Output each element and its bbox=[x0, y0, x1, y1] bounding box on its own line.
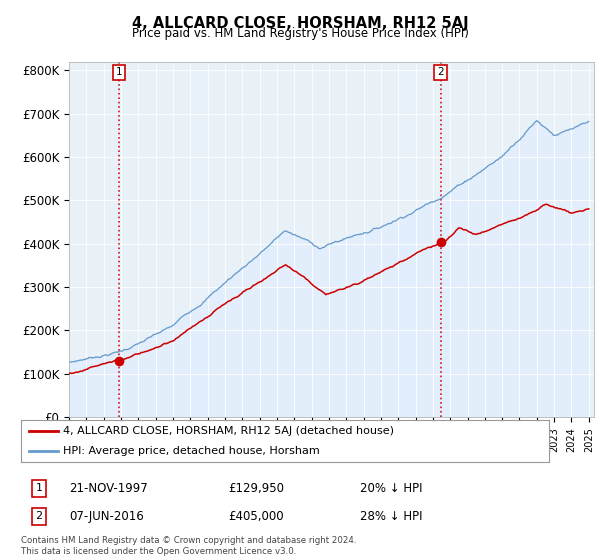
Text: £129,950: £129,950 bbox=[228, 482, 284, 495]
Text: 07-JUN-2016: 07-JUN-2016 bbox=[69, 510, 144, 523]
Text: £405,000: £405,000 bbox=[228, 510, 284, 523]
Text: HPI: Average price, detached house, Horsham: HPI: Average price, detached house, Hors… bbox=[63, 446, 320, 456]
Text: Price paid vs. HM Land Registry's House Price Index (HPI): Price paid vs. HM Land Registry's House … bbox=[131, 27, 469, 40]
Text: 1: 1 bbox=[35, 483, 43, 493]
Text: 2: 2 bbox=[437, 67, 444, 77]
Text: 4, ALLCARD CLOSE, HORSHAM, RH12 5AJ: 4, ALLCARD CLOSE, HORSHAM, RH12 5AJ bbox=[131, 16, 469, 31]
Text: 21-NOV-1997: 21-NOV-1997 bbox=[69, 482, 148, 495]
Text: 20% ↓ HPI: 20% ↓ HPI bbox=[360, 482, 422, 495]
Text: 4, ALLCARD CLOSE, HORSHAM, RH12 5AJ (detached house): 4, ALLCARD CLOSE, HORSHAM, RH12 5AJ (det… bbox=[63, 426, 394, 436]
Text: 28% ↓ HPI: 28% ↓ HPI bbox=[360, 510, 422, 523]
Text: 1: 1 bbox=[116, 67, 122, 77]
Text: 2: 2 bbox=[35, 511, 43, 521]
Text: Contains HM Land Registry data © Crown copyright and database right 2024.
This d: Contains HM Land Registry data © Crown c… bbox=[21, 536, 356, 556]
